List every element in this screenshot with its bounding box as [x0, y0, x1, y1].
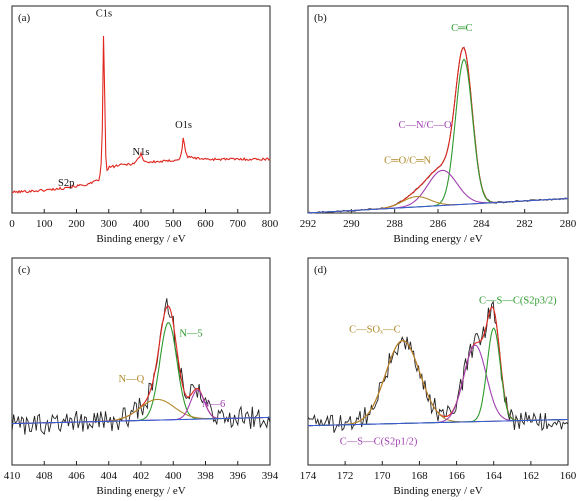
x-tick-label: 166: [448, 470, 465, 482]
plot-frame: [307, 257, 569, 466]
panel-a: (a) 0 100 200 300 400 500 600 700 800 Binding ener…: [9, 5, 279, 245]
series-line-baseline: [307, 418, 568, 427]
x-tick-label: 400: [165, 470, 182, 482]
x-tick-label: 170: [374, 470, 391, 482]
x-tick-label: 200: [68, 218, 85, 230]
x-tick-label: 408: [36, 470, 53, 482]
annotation: C—N/C—O: [398, 120, 452, 131]
series-line: [11, 35, 271, 194]
panel-label: (d): [314, 264, 327, 276]
panel-b: (b) 292 290 288 286 284 282 280 Binding energy /…: [300, 5, 577, 245]
annotation: N1s: [133, 147, 150, 158]
x-tick-label: 292: [300, 218, 317, 230]
annotation: C—S—C(S2p3/2): [479, 296, 557, 307]
x-tick-label: 398: [197, 470, 214, 482]
series-line-fit: [12, 305, 270, 425]
annotation: O1s: [175, 120, 192, 131]
plot-frame: [307, 5, 569, 214]
annotation: C1s: [96, 8, 112, 19]
series-line-C-SO-C: [307, 340, 568, 427]
x-tick-label: 288: [386, 218, 403, 230]
x-axis-label: Binding energy / eV: [96, 233, 185, 245]
x-tick-label: 500: [165, 218, 182, 230]
x-tick-label: 800: [262, 218, 279, 230]
series-line-baseline: [307, 197, 569, 214]
series-line-C-C: [307, 58, 569, 214]
panel-label: (c): [18, 264, 31, 276]
x-tick-label: 284: [473, 218, 490, 230]
x-tick-label: 400: [133, 218, 150, 230]
x-tick-label: 600: [197, 218, 214, 230]
x-tick-label: 300: [101, 218, 118, 230]
series-line-C-S-C-S2p1-2-: [307, 344, 568, 427]
x-tick-label: 280: [560, 218, 577, 230]
x-tick-label: 406: [68, 470, 85, 482]
x-tick-label: 100: [36, 218, 53, 230]
annotation: C═O/C═N: [384, 155, 431, 166]
x-tick-label: 700: [230, 218, 247, 230]
x-tick-label: 286: [430, 218, 447, 230]
panel-c: (c) 410 408 406 404 402 400 398 396 394 Binding en…: [4, 257, 279, 497]
plot-frame: [11, 257, 271, 466]
panel-label: (a): [18, 12, 31, 24]
x-axis-label: Binding energy / eV: [96, 485, 185, 497]
annotation: C—SOₓ—C: [349, 325, 400, 336]
x-tick-label: 164: [485, 470, 502, 482]
x-tick-label: 402: [133, 470, 150, 482]
x-tick-label: 174: [300, 470, 317, 482]
annotation: N—Q: [118, 374, 144, 385]
annotation: C—S—C(S2p1/2): [340, 436, 418, 447]
x-tick-label: 160: [560, 470, 577, 482]
series-line-baseline: [12, 416, 270, 425]
x-tick-label: 410: [4, 470, 21, 482]
x-tick-label: 394: [262, 470, 279, 482]
plot-frame: [11, 5, 271, 214]
x-tick-label: 404: [101, 470, 118, 482]
annotation: S2p: [58, 178, 74, 189]
x-tick-label: 396: [230, 470, 247, 482]
series-line-C-S-C-S2p3-2-: [307, 327, 568, 427]
annotation: N—5: [179, 329, 202, 340]
x-tick-label: 282: [516, 218, 533, 230]
x-tick-label: 162: [523, 470, 540, 482]
panel-d: (d) 174 172 170 168 166 164 162 160 Binding energ…: [300, 257, 577, 497]
x-axis-label: Binding energy / eV: [393, 233, 482, 245]
series-line-C-N-C-O: [307, 169, 569, 214]
x-tick-label: 172: [337, 470, 354, 482]
series-line-fit: [307, 306, 568, 427]
x-tick-label: 290: [343, 218, 360, 230]
annotation: N—6: [202, 399, 225, 410]
series-line-raw: [11, 298, 271, 436]
x-tick-label: 0: [9, 218, 15, 230]
x-tick-label: 168: [411, 470, 428, 482]
x-axis-label: Binding energy / eV: [393, 485, 482, 497]
annotation: C═C: [451, 23, 472, 34]
panel-label: (b): [314, 12, 327, 24]
